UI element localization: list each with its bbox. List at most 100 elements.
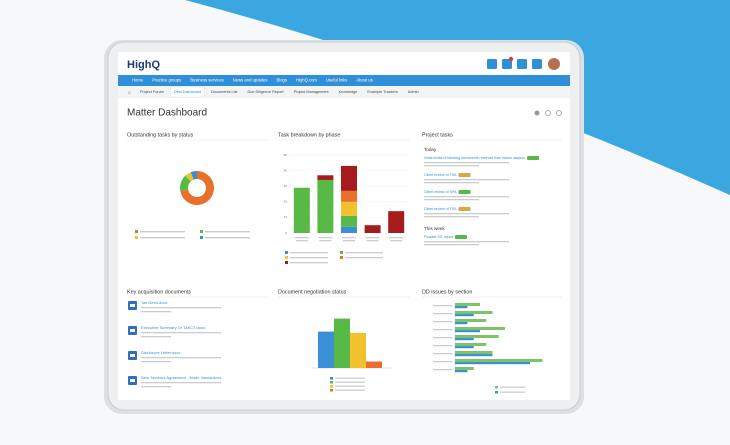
legend-text-line [500, 391, 525, 393]
nav-link[interactable]: About us [356, 78, 373, 83]
doc-meta-line [141, 311, 171, 313]
nav-link[interactable]: News and updates [233, 78, 268, 83]
bar-segment [341, 190, 357, 202]
category-label-line [433, 369, 452, 371]
info-icon[interactable] [556, 110, 562, 116]
breadcrumb-link[interactable]: Project Forum [140, 90, 164, 94]
legend-swatch [495, 386, 498, 389]
category-label-line [433, 337, 452, 339]
bar-segment [341, 201, 357, 216]
legend-swatch [285, 261, 288, 264]
search-icon[interactable] [487, 59, 497, 69]
doc-meta-line [141, 361, 171, 363]
bar [455, 319, 487, 322]
category-label-line [366, 240, 379, 242]
category-label-line [342, 237, 356, 239]
breadcrumb-link[interactable]: Admin [408, 90, 419, 94]
doc-meta-line [141, 307, 221, 309]
nav-link[interactable]: Blogs [276, 78, 286, 83]
task-detail-line [424, 196, 509, 198]
alerts-icon[interactable] [502, 59, 512, 69]
bar [455, 346, 474, 349]
breadcrumb-link[interactable]: Documents List [211, 90, 238, 94]
mail-icon[interactable] [517, 59, 527, 69]
breadcrumb-link[interactable]: Deal Dashboard [174, 90, 201, 94]
breadcrumb-link[interactable]: Knowledge [339, 90, 358, 94]
star-outline[interactable] [545, 110, 551, 116]
task-detail-line [424, 199, 479, 201]
star-icon[interactable] [532, 59, 542, 69]
document-link[interactable]: Tax Deed.docx [141, 300, 167, 305]
category-label-line [433, 353, 452, 355]
bar [366, 361, 382, 368]
bar [455, 306, 468, 309]
category-label-line [318, 237, 333, 239]
document-link[interactable]: New Services Agreement - Mode Vanda.docx [141, 375, 221, 380]
legend-text-line [205, 231, 250, 233]
category-label-line [295, 240, 308, 242]
nav-link[interactable]: HighQ.com [296, 78, 317, 83]
legend-swatch [330, 385, 333, 388]
legend-swatch [340, 256, 343, 259]
legend-text-line [345, 252, 383, 254]
bar [455, 367, 474, 370]
document-link[interactable]: Executive Summary Of TAKCT.docx [141, 325, 205, 330]
doc-meta-line [141, 336, 171, 338]
category-label-line [433, 305, 452, 307]
breadcrumb-bar [118, 86, 570, 98]
bar-segment [341, 165, 357, 191]
bar [350, 332, 366, 368]
bar-segment [341, 215, 357, 227]
legend-swatch [330, 381, 333, 384]
legend-swatch [340, 251, 343, 254]
task-link[interactable]: Finalise SG report [424, 235, 453, 239]
task-detail-line [424, 165, 479, 167]
logo: HighQ [127, 59, 160, 71]
legend-text-line [140, 237, 185, 239]
nav-link[interactable]: Business services [190, 78, 224, 83]
doc-icon-lines [130, 379, 135, 382]
panel-title: Task breakdown by phase [278, 132, 340, 138]
page-title: Matter Dashboard [127, 108, 207, 119]
task-detail-line [424, 179, 509, 181]
nav-link[interactable]: Useful links [326, 78, 347, 83]
donut-slice [180, 171, 215, 205]
status-tag [458, 173, 471, 177]
bar [455, 311, 493, 314]
bar [455, 351, 493, 354]
category-label-line [365, 237, 380, 239]
breadcrumb-link[interactable]: Due Diligence Report [247, 90, 284, 94]
bar-segment [388, 211, 405, 233]
bar [455, 335, 499, 338]
nav-link[interactable]: Practice groups [152, 78, 181, 83]
bar [455, 370, 468, 373]
bar-segment [317, 179, 334, 233]
task-group-heading: This week [424, 226, 445, 231]
y-tick-label: 50 [284, 153, 288, 157]
legend-text-line [335, 389, 365, 391]
document-link[interactable]: Disclosure Letter.docx [141, 350, 180, 355]
task-link[interactable]: Initial drafts of banking documents rece… [424, 156, 525, 160]
panel-title: Key acquisition documents [127, 289, 191, 295]
doc-meta-line [141, 386, 171, 388]
status-tag [458, 207, 471, 211]
category-label-line [390, 240, 403, 242]
avatar[interactable] [548, 58, 560, 70]
doc-icon-lines [130, 329, 135, 332]
settings-icon[interactable] [534, 110, 540, 116]
nav-link[interactable]: Home [132, 78, 144, 83]
donut-slice [185, 172, 194, 182]
task-link[interactable]: Client review of TSA [424, 173, 457, 177]
category-label-line [389, 237, 404, 239]
breadcrumb-link[interactable]: Project Management [294, 90, 330, 94]
task-link[interactable]: Client review of SPA [424, 190, 457, 194]
y-tick-label: 30 [284, 184, 288, 188]
doc-meta-line [141, 382, 221, 384]
breadcrumb-link[interactable]: Example Trackers [367, 90, 397, 94]
legend-swatch [200, 230, 203, 233]
task-link[interactable]: Client review of TSA [424, 207, 457, 211]
panel-title: Document negotiation status [278, 289, 347, 295]
category-label-line [433, 321, 452, 323]
panel-title: Outstanding tasks by status [127, 132, 194, 138]
